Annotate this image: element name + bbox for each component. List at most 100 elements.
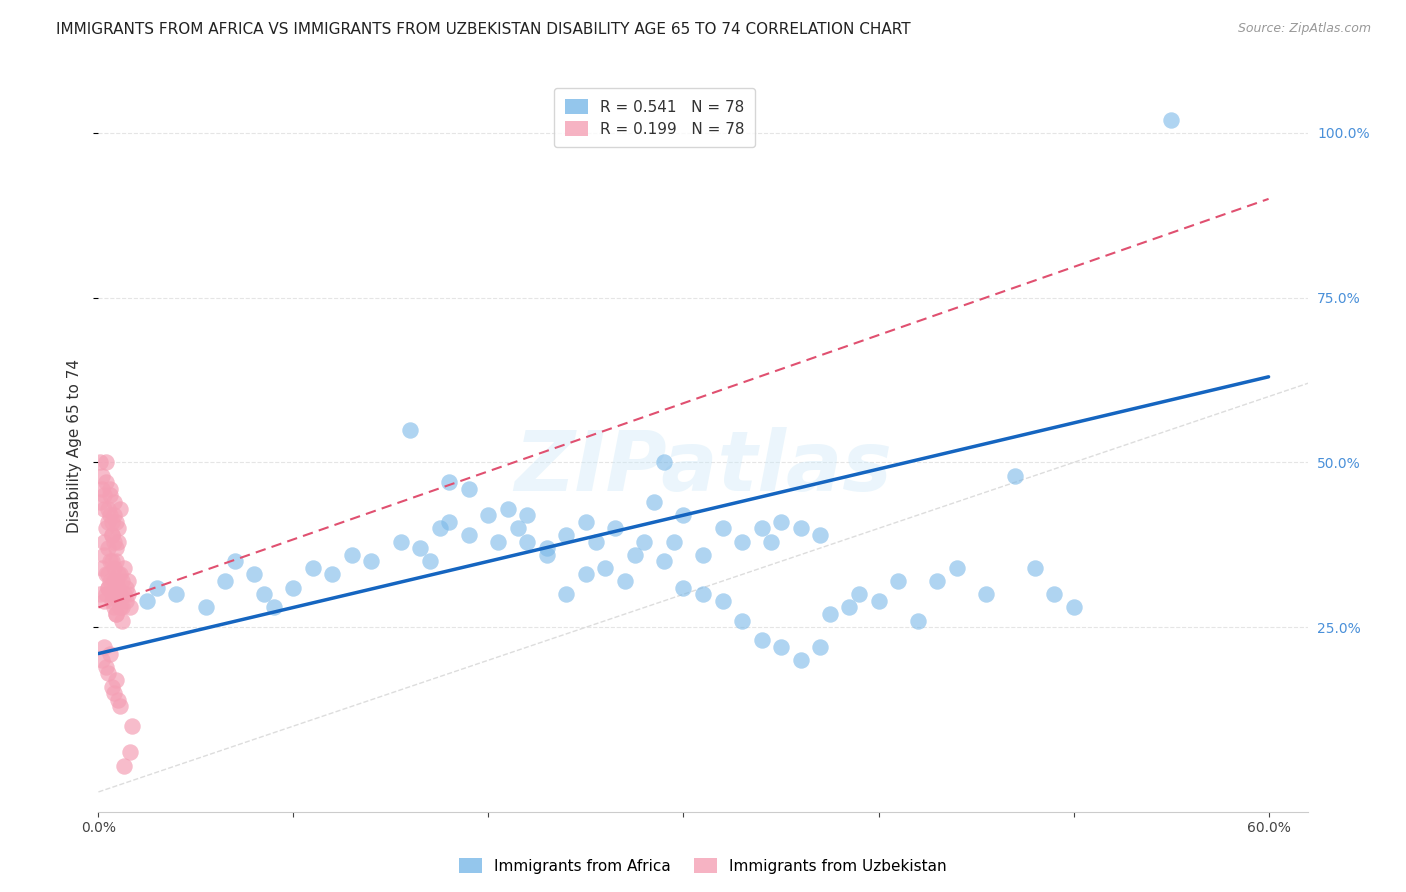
Point xyxy=(114,581,136,595)
Point xyxy=(925,574,948,588)
Point xyxy=(96,567,118,582)
Point xyxy=(458,482,481,496)
Point xyxy=(623,548,645,562)
Point xyxy=(1160,112,1182,127)
Point xyxy=(108,567,131,582)
Point xyxy=(97,581,120,595)
Point xyxy=(575,567,598,582)
Point xyxy=(868,594,890,608)
Point xyxy=(486,534,509,549)
Point xyxy=(555,528,578,542)
Point xyxy=(633,534,655,549)
Point xyxy=(605,521,627,535)
Point xyxy=(111,614,134,628)
Point xyxy=(103,561,125,575)
Point xyxy=(672,581,695,595)
Point xyxy=(146,581,169,595)
Point xyxy=(516,508,538,523)
Legend: R = 0.541   N = 78, R = 0.199   N = 78: R = 0.541 N = 78, R = 0.199 N = 78 xyxy=(554,88,755,147)
Point xyxy=(108,587,131,601)
Point xyxy=(769,640,792,654)
Point xyxy=(136,594,159,608)
Point xyxy=(96,521,118,535)
Point xyxy=(439,475,461,490)
Point xyxy=(98,554,121,568)
Point xyxy=(118,746,141,760)
Point xyxy=(107,521,129,535)
Point xyxy=(112,587,135,601)
Point xyxy=(409,541,432,556)
Text: ZIPatlas: ZIPatlas xyxy=(515,427,891,508)
Point xyxy=(1043,587,1066,601)
Point xyxy=(97,515,120,529)
Point xyxy=(107,567,129,582)
Point xyxy=(321,567,343,582)
Point xyxy=(112,561,135,575)
Point xyxy=(96,659,118,673)
Point xyxy=(253,587,276,601)
Point xyxy=(692,587,714,601)
Point xyxy=(101,680,124,694)
Point xyxy=(399,423,422,437)
Point xyxy=(652,554,675,568)
Point xyxy=(652,455,675,469)
Point xyxy=(101,515,124,529)
Point xyxy=(761,534,783,549)
Point xyxy=(93,501,115,516)
Point xyxy=(101,528,124,542)
Point xyxy=(360,554,382,568)
Point xyxy=(458,528,481,542)
Point xyxy=(103,495,125,509)
Point xyxy=(419,554,441,568)
Point xyxy=(477,508,499,523)
Point xyxy=(496,501,519,516)
Point xyxy=(838,600,860,615)
Point xyxy=(103,686,125,700)
Point xyxy=(340,548,363,562)
Point xyxy=(93,488,115,502)
Point xyxy=(769,515,792,529)
Point xyxy=(751,633,773,648)
Point xyxy=(536,548,558,562)
Point xyxy=(808,528,831,542)
Point xyxy=(585,534,607,549)
Point xyxy=(974,587,997,601)
Point xyxy=(107,581,129,595)
Point xyxy=(103,600,125,615)
Point xyxy=(1063,600,1085,615)
Point xyxy=(89,495,111,509)
Point xyxy=(93,534,115,549)
Point xyxy=(848,587,870,601)
Point xyxy=(97,666,120,681)
Point xyxy=(108,600,131,615)
Point xyxy=(101,554,124,568)
Point xyxy=(818,607,841,621)
Point xyxy=(93,548,115,562)
Point xyxy=(662,534,685,549)
Point xyxy=(107,692,129,706)
Point xyxy=(98,488,121,502)
Point xyxy=(104,574,127,588)
Point xyxy=(104,515,127,529)
Point xyxy=(672,508,695,523)
Point xyxy=(711,521,734,535)
Point xyxy=(98,647,121,661)
Point xyxy=(101,528,124,542)
Point xyxy=(118,600,141,615)
Point xyxy=(89,587,111,601)
Point xyxy=(555,587,578,601)
Point xyxy=(103,508,125,523)
Point xyxy=(121,719,143,733)
Point xyxy=(91,653,114,667)
Point xyxy=(91,561,114,575)
Point xyxy=(104,541,127,556)
Point xyxy=(302,561,325,575)
Point xyxy=(107,534,129,549)
Point xyxy=(107,594,129,608)
Point xyxy=(103,574,125,588)
Point xyxy=(96,455,118,469)
Point xyxy=(575,515,598,529)
Point xyxy=(101,587,124,601)
Point xyxy=(389,534,412,549)
Point xyxy=(97,581,120,595)
